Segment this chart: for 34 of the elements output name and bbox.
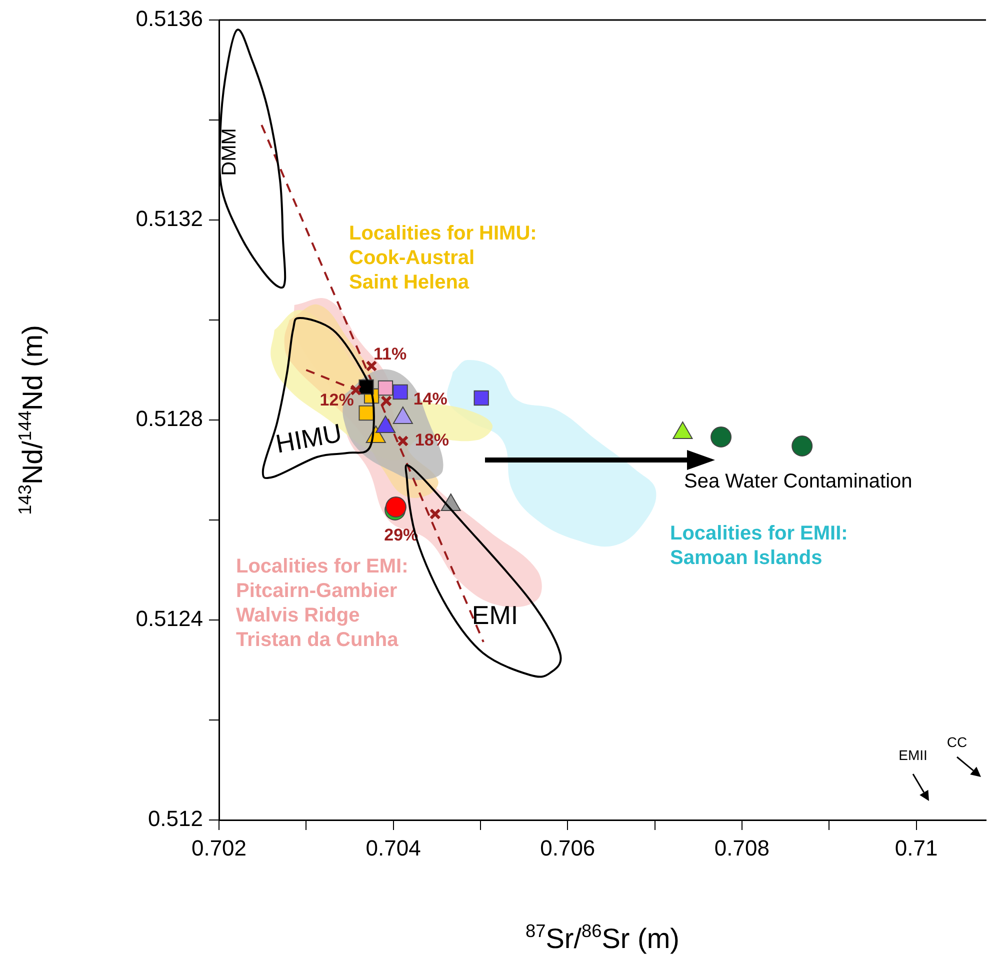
annotation: 12%	[320, 390, 354, 410]
y-tick-label: 0.512	[148, 806, 203, 832]
point	[474, 390, 489, 406]
annotation: 11%	[374, 344, 407, 364]
y-tick-label: 0.5128	[136, 406, 203, 432]
y-tick-label: 0.5124	[136, 606, 203, 632]
annotation: Sea Water Contamination	[684, 470, 912, 493]
annotation: Localities for HIMU: Cook-Austral Saint Helena	[349, 222, 537, 294]
x-tick-label: 0.71	[894, 835, 938, 860]
annotation: CC	[946, 734, 968, 750]
annotation: Localities for EMI: Pitcairn-Gambier Walvis Ridge Tristan da Cunha	[236, 556, 408, 652]
annotation: DMM	[218, 128, 241, 176]
x-tick-label: 0.708	[714, 835, 770, 860]
point	[792, 436, 813, 456]
x-tick-label: 0.704	[366, 835, 421, 860]
point	[358, 405, 374, 421]
point	[397, 435, 409, 447]
annotation: 18%	[414, 430, 449, 450]
y-tick-label: 0.5132	[136, 206, 203, 232]
annotation: EMII	[898, 746, 928, 763]
x-tick-label: 0.702	[191, 835, 247, 860]
annotation: Localities for EMII: Samoan Islands	[670, 522, 848, 570]
point	[429, 508, 441, 520]
y-axis-title: 143Nd/144Nd (m)	[14, 325, 48, 515]
y-tick-label: 0.5136	[136, 6, 203, 32]
point	[366, 360, 378, 372]
x-tick-label: 0.706	[540, 835, 596, 860]
point	[710, 426, 732, 448]
annotation: HIMU	[273, 418, 344, 459]
point	[378, 380, 394, 396]
point	[380, 395, 392, 407]
point	[392, 384, 408, 400]
annotation: EMI	[472, 600, 518, 630]
annotation: 14%	[413, 390, 448, 409]
